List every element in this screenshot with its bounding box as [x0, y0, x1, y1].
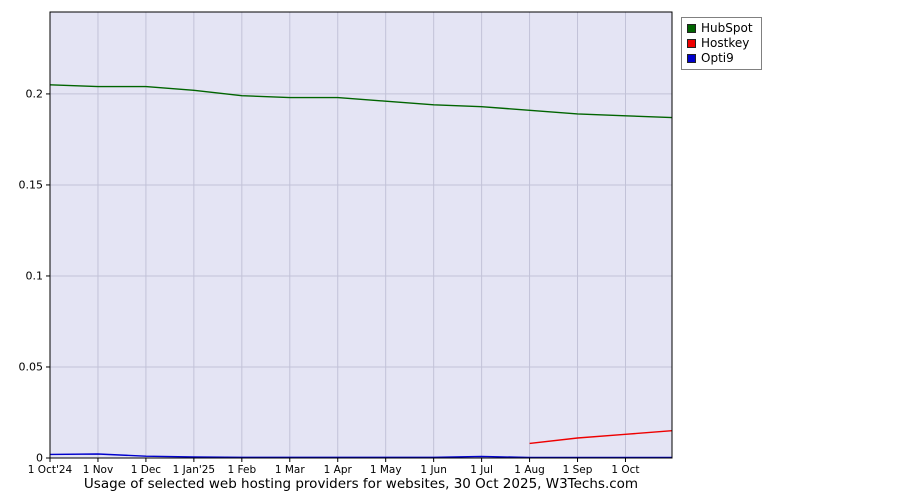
x-axis-tick-label: 1 Jan'25 [173, 464, 215, 476]
legend-label: HubSpot [701, 21, 753, 35]
x-axis-tick-label: 1 Jul [470, 464, 493, 476]
x-axis-tick-label: 1 Oct [611, 464, 639, 476]
x-axis-tick-label: 1 Mar [275, 464, 306, 476]
legend-swatch-hubspot [687, 24, 696, 33]
x-axis-tick-label: 1 May [370, 464, 402, 476]
x-axis-tick-label: 1 Oct'24 [28, 464, 73, 476]
legend-label: Hostkey [701, 36, 750, 50]
x-axis-tick-label: 1 Feb [228, 464, 257, 476]
y-axis-tick-label: 0 [36, 452, 43, 465]
plot-border [49, 11, 673, 459]
legend-item-hostkey: Hostkey [687, 36, 753, 51]
series-line-hubspot [49, 84, 673, 119]
x-axis-tick-label: 1 Dec [131, 464, 162, 476]
legend-swatch-hostkey [687, 39, 696, 48]
series-line-hostkey [529, 430, 673, 445]
y-axis-tick-label: 0.2 [26, 87, 44, 100]
x-axis-tick-label: 1 Jun [420, 464, 446, 476]
x-axis-tick-label: 1 Aug [514, 464, 545, 476]
y-axis-tick-label: 0.1 [26, 269, 44, 282]
x-axis-tick-label: 1 Sep [563, 464, 593, 476]
legend-item-hubspot: HubSpot [687, 21, 753, 36]
y-axis-tick-label: 0.15 [19, 178, 44, 191]
x-axis-tick-label: 1 Apr [324, 464, 353, 476]
plot-background [50, 12, 672, 458]
chart-legend: HubSpot Hostkey Opti9 [681, 17, 762, 70]
legend-label: Opti9 [701, 51, 734, 65]
legend-item-opti9: Opti9 [687, 51, 753, 66]
chart-title: Usage of selected web hosting providers … [83, 476, 639, 492]
legend-swatch-opti9 [687, 54, 696, 63]
x-axis-tick-label: 1 Nov [83, 464, 114, 476]
y-axis-tick-label: 0.05 [19, 360, 44, 373]
